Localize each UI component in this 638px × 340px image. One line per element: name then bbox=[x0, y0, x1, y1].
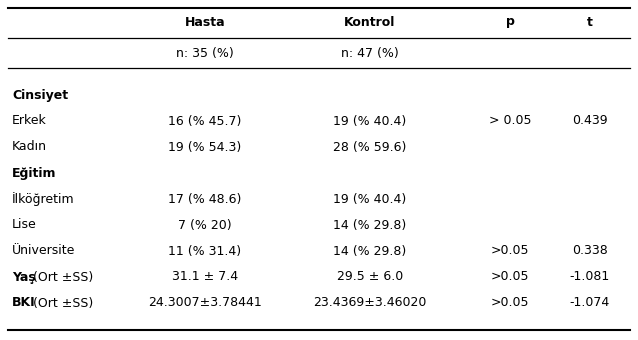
Text: n: 47 (%): n: 47 (%) bbox=[341, 47, 399, 60]
Text: 24.3007±3.78441: 24.3007±3.78441 bbox=[148, 296, 262, 309]
Text: 11 (% 31.4): 11 (% 31.4) bbox=[168, 244, 242, 257]
Text: BKI: BKI bbox=[12, 296, 36, 309]
Text: 16 (% 45.7): 16 (% 45.7) bbox=[168, 115, 242, 128]
Text: İlköğretim: İlköğretim bbox=[12, 192, 75, 206]
Text: Üniversite: Üniversite bbox=[12, 244, 75, 257]
Text: 0.439: 0.439 bbox=[572, 115, 608, 128]
Text: t: t bbox=[587, 16, 593, 29]
Text: 31.1 ± 7.4: 31.1 ± 7.4 bbox=[172, 271, 238, 284]
Text: Cinsiyet: Cinsiyet bbox=[12, 88, 68, 102]
Text: 0.338: 0.338 bbox=[572, 244, 608, 257]
Text: Kontrol: Kontrol bbox=[345, 16, 396, 29]
Text: 23.4369±3.46020: 23.4369±3.46020 bbox=[313, 296, 427, 309]
Text: Lise: Lise bbox=[12, 219, 37, 232]
Text: p: p bbox=[505, 16, 514, 29]
Text: Kadın: Kadın bbox=[12, 140, 47, 153]
Text: > 0.05: > 0.05 bbox=[489, 115, 531, 128]
Text: 29.5 ± 6.0: 29.5 ± 6.0 bbox=[337, 271, 403, 284]
Text: -1.081: -1.081 bbox=[570, 271, 610, 284]
Text: (Ort ±SS): (Ort ±SS) bbox=[29, 296, 93, 309]
Text: 7 (% 20): 7 (% 20) bbox=[178, 219, 232, 232]
Text: >0.05: >0.05 bbox=[491, 271, 530, 284]
Text: 28 (% 59.6): 28 (% 59.6) bbox=[333, 140, 406, 153]
Text: n: 35 (%): n: 35 (%) bbox=[176, 47, 234, 60]
Text: Hasta: Hasta bbox=[184, 16, 225, 29]
Text: (Ort ±SS): (Ort ±SS) bbox=[29, 271, 93, 284]
Text: >0.05: >0.05 bbox=[491, 244, 530, 257]
Text: 19 (% 54.3): 19 (% 54.3) bbox=[168, 140, 242, 153]
Text: Erkek: Erkek bbox=[12, 115, 47, 128]
Text: 19 (% 40.4): 19 (% 40.4) bbox=[334, 115, 406, 128]
Text: 17 (% 48.6): 17 (% 48.6) bbox=[168, 192, 242, 205]
Text: 14 (% 29.8): 14 (% 29.8) bbox=[334, 244, 406, 257]
Text: 19 (% 40.4): 19 (% 40.4) bbox=[334, 192, 406, 205]
Text: >0.05: >0.05 bbox=[491, 296, 530, 309]
Text: 14 (% 29.8): 14 (% 29.8) bbox=[334, 219, 406, 232]
Text: -1.074: -1.074 bbox=[570, 296, 610, 309]
Text: Eğitim: Eğitim bbox=[12, 167, 57, 180]
Text: Yaş: Yaş bbox=[12, 271, 36, 284]
